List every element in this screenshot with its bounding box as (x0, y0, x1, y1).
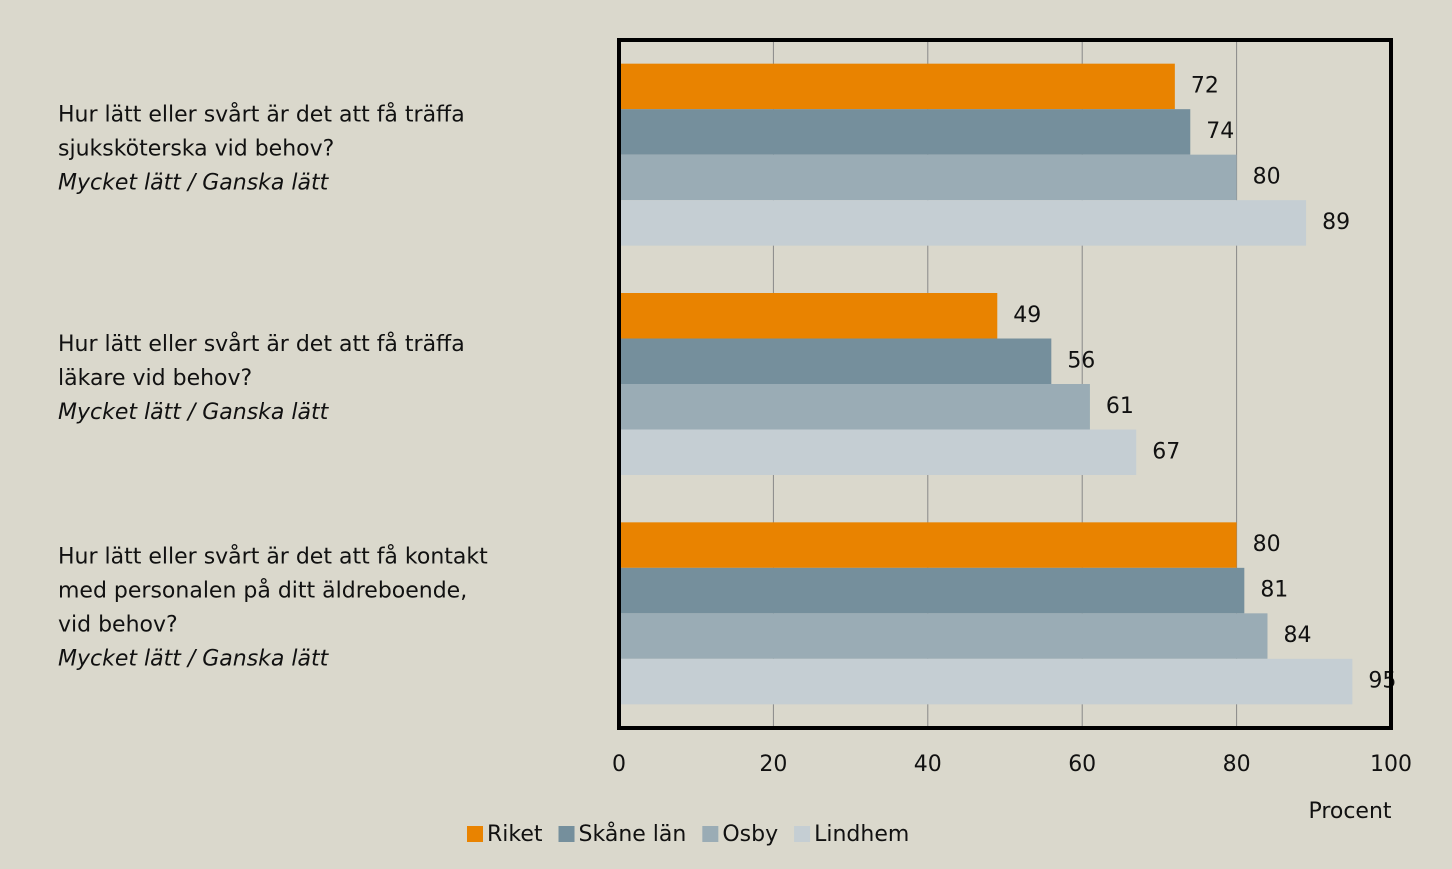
bar (619, 567, 1245, 614)
bar (619, 63, 1175, 110)
category-label: Hur lätt eller svårt är det att få träff… (58, 102, 465, 128)
value-label: 80 (1253, 164, 1281, 189)
value-label: 56 (1067, 348, 1095, 373)
legend-label: Osby (722, 822, 778, 847)
value-label: 80 (1253, 532, 1281, 557)
category-label: sjuksköterska vid behov? (58, 137, 334, 162)
bar (619, 384, 1090, 430)
bar (619, 154, 1237, 201)
legend-swatch (702, 826, 719, 842)
x-tick-label: 60 (1068, 752, 1096, 777)
value-label: 67 (1152, 439, 1180, 464)
plot-border (617, 38, 1393, 730)
bar (619, 658, 1353, 705)
x-tick-label: 20 (759, 752, 787, 777)
x-tick-label: 40 (914, 752, 942, 777)
category-label: Mycket lätt / Ganska lätt (58, 171, 330, 196)
bar (619, 429, 1137, 475)
category-label: läkare vid behov? (58, 366, 252, 391)
category-label: Mycket lätt / Ganska lätt (58, 646, 330, 671)
x-axis-label: Procent (1308, 799, 1391, 824)
category-label: Hur lätt eller svårt är det att få konta… (58, 543, 488, 569)
category-label: vid behov? (58, 612, 178, 637)
legend-swatch (794, 826, 811, 842)
legend-swatch (558, 826, 575, 842)
bar (619, 109, 1191, 155)
category-label: Mycket lätt / Ganska lätt (58, 400, 330, 425)
bar (619, 522, 1237, 568)
legend-swatch (467, 826, 483, 842)
x-tick-label: 100 (1370, 752, 1412, 777)
bar (619, 338, 1052, 384)
value-label: 74 (1206, 119, 1234, 144)
value-label: 89 (1322, 210, 1350, 235)
legend-label: Riket (487, 822, 543, 847)
value-label: 49 (1013, 303, 1041, 328)
legend-label: Skåne län (579, 821, 687, 847)
bar (619, 293, 998, 339)
category-label: med personalen på ditt äldreboende, (58, 577, 467, 603)
category-label: Hur lätt eller svårt är det att få träff… (58, 331, 465, 357)
x-tick-label: 80 (1223, 752, 1251, 777)
x-tick-label: 0 (612, 752, 626, 777)
value-label: 84 (1283, 623, 1311, 648)
bar (619, 200, 1307, 246)
value-label: 72 (1191, 73, 1219, 98)
value-label: 81 (1260, 578, 1288, 603)
value-label: 61 (1106, 394, 1134, 419)
legend-label: Lindhem (814, 822, 909, 847)
bar (619, 613, 1268, 659)
